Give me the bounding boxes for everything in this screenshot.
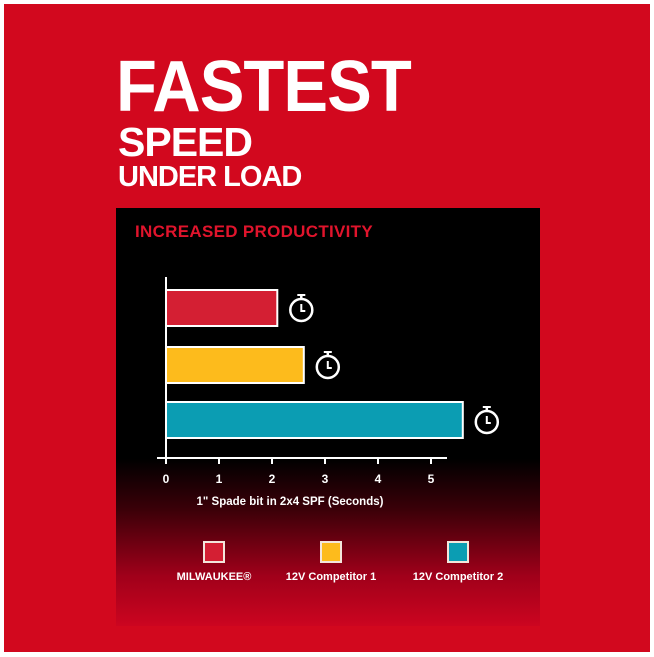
legend-swatch	[447, 541, 469, 563]
legend-swatch	[320, 541, 342, 563]
chart-title: INCREASED PRODUCTIVITY	[135, 222, 374, 241]
bar-2	[165, 346, 305, 384]
x-tick-label: 0	[163, 472, 170, 486]
bar-3	[165, 401, 464, 439]
bar-1	[165, 289, 279, 327]
legend-label: 12V Competitor 1	[285, 571, 377, 583]
headline-fastest: FASTEST	[116, 47, 412, 127]
legend-label: MILWAUKEE®	[176, 571, 252, 583]
headline-speed: SPEED	[118, 119, 253, 165]
x-tick-label: 3	[322, 472, 329, 486]
stopwatch-icon	[474, 406, 500, 435]
legend-label: 12V Competitor 2	[412, 571, 504, 583]
x-tick-label: 2	[269, 472, 276, 486]
headline-under-load: UNDER LOAD	[118, 161, 302, 193]
x-tick-label: 5	[428, 472, 435, 486]
stopwatch-icon	[289, 294, 314, 323]
x-axis-label: 1" Spade bit in 2x4 SPF (Seconds)	[197, 496, 384, 508]
legend-swatch	[203, 541, 225, 563]
x-tick-label: 1	[216, 472, 223, 486]
stopwatch-icon	[315, 351, 341, 380]
x-tick-label: 4	[375, 472, 382, 486]
